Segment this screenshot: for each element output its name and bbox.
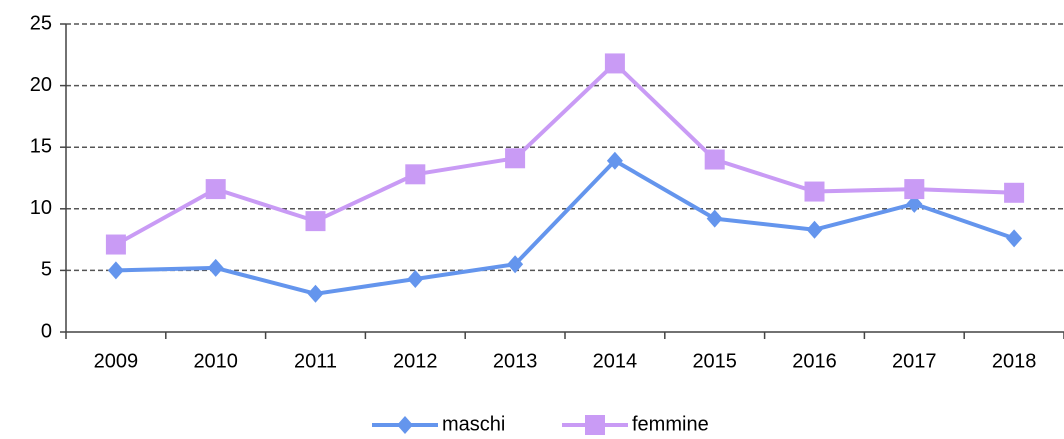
data-point: [906, 194, 923, 213]
data-point: [604, 53, 625, 74]
data-point: [307, 284, 324, 303]
legend-marker: [585, 415, 605, 435]
data-point: [305, 211, 326, 232]
data-point: [405, 164, 426, 185]
data-point: [1004, 182, 1025, 203]
data-point: [107, 261, 124, 280]
data-point: [806, 220, 823, 239]
y-tick-label: 15: [30, 135, 52, 157]
legend-label: maschi: [442, 413, 505, 435]
y-tick-label: 20: [30, 74, 52, 96]
data-point: [407, 270, 424, 289]
y-tick-label: 5: [41, 259, 52, 281]
data-point: [205, 179, 226, 200]
y-tick-label: 0: [41, 320, 52, 342]
x-tick-label: 2018: [992, 350, 1037, 372]
data-point: [804, 181, 825, 202]
data-point: [704, 149, 725, 170]
data-point: [505, 148, 526, 169]
x-tick-label: 2009: [94, 350, 139, 372]
data-point: [706, 209, 723, 228]
x-tick-label: 2012: [393, 350, 438, 372]
y-tick-label: 25: [30, 12, 52, 34]
x-tick-label: 2013: [493, 350, 538, 372]
x-tick-label: 2017: [892, 350, 937, 372]
data-point: [1006, 229, 1023, 248]
legend-label: femmine: [632, 413, 709, 435]
x-tick-label: 2014: [593, 350, 638, 372]
x-tick-label: 2011: [294, 350, 337, 372]
data-point: [507, 255, 524, 274]
x-tick-label: 2016: [792, 350, 837, 372]
series-line: [114, 61, 1015, 247]
data-point: [105, 234, 126, 255]
legend-marker: [397, 416, 413, 434]
y-tick-label: 10: [30, 197, 52, 219]
x-tick-label: 2015: [692, 350, 737, 372]
data-point: [207, 258, 224, 277]
data-point: [606, 151, 623, 170]
series-line: [115, 158, 1015, 296]
x-tick-label: 2010: [193, 350, 238, 372]
data-point: [904, 179, 925, 200]
